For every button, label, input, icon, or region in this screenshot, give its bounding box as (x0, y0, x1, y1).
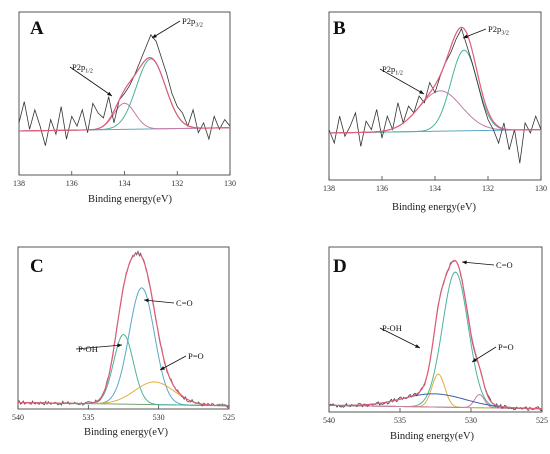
panel-b-annotation-arrow (379, 68, 425, 95)
panel-d-annotation-label: P=O (498, 342, 514, 352)
panel-a: A Binding energy(eV) 138 136 134 132 130 P2p3… (13, 11, 236, 205)
panel-a-annotation-arrow (69, 66, 113, 97)
panel-d-label: D (333, 256, 347, 277)
panel-b-tick-label: 134 (429, 184, 441, 193)
panel-d-annotation-arrow (461, 261, 495, 266)
panel-c-component-2 (17, 333, 230, 407)
panel-d-component-2 (328, 373, 543, 410)
panel-a-fit-envelope (18, 57, 231, 132)
panel-d-tick-label: 535 (394, 416, 406, 425)
panel-b-plot: 138 136 134 132 130 P2p3/2 P2p1/2 (323, 11, 547, 193)
panel-c-annotation-arrow (143, 299, 175, 304)
panel-d-annotation-arrow (471, 346, 497, 363)
panel-b-component-2 (328, 90, 542, 134)
panel-c-tick-label: 540 (12, 413, 24, 422)
panel-c-plot: 540 535 530 525 C=O P-OH P=O (12, 246, 235, 422)
panel-d-annotation-label: C=O (496, 260, 513, 270)
panel-a-tick-label: 134 (119, 179, 131, 188)
panel-c-tick-label: 525 (223, 413, 235, 422)
panel-b-annotation-label: P2p1/2 (382, 64, 403, 77)
panel-a-annotation-label: P2p1/2 (72, 62, 93, 75)
panel-d-annotation-label: P-OH (382, 323, 402, 333)
panel-d-tick-label: 525 (536, 416, 548, 425)
panel-d-raw-data (328, 260, 543, 412)
panel-b: B Binding energy(eV) 138 136 134 132 130 P2p3… (323, 11, 547, 213)
panel-c-annotation-label: C=O (176, 298, 193, 308)
panel-d-component-3 (328, 394, 543, 410)
panel-a-tick-label: 136 (66, 179, 78, 188)
panel-c-component-3 (17, 381, 230, 407)
panel-d: D Binding energy(eV) 540 535 530 525 C=O P-OH… (323, 246, 548, 442)
panel-d-annotation-arrowhead (472, 357, 477, 362)
panel-c-raw-data (17, 250, 230, 409)
panel-c-annotation-arrowhead (144, 298, 149, 303)
panel-d-plot: 540 535 530 525 C=O P-OH P=O (323, 246, 548, 425)
panel-a-tick-label: 138 (13, 179, 25, 188)
panel-c-annotation-arrowhead (160, 366, 165, 370)
panel-d-annotation-arrowhead (415, 344, 420, 348)
panel-d-frame (328, 246, 543, 413)
panel-d-annotation-arrow (379, 327, 421, 349)
panel-c-annotation-arrow (159, 355, 187, 371)
panel-a-xlabel: Binding energy(eV) (88, 194, 173, 205)
panel-a-label: A (30, 18, 44, 39)
panel-c-tick-label: 535 (82, 413, 94, 422)
panel-a-annotation-label: P2p3/2 (182, 16, 203, 29)
panel-d-component-1 (328, 271, 543, 410)
panel-c-xlabel: Binding energy(eV) (84, 427, 169, 438)
panel-c: C Binding energy(eV) 540 535 530 525 C=O P-OH… (12, 246, 235, 438)
panel-c-component-1 (17, 287, 230, 407)
panel-b-tick-label: 132 (482, 184, 494, 193)
panel-a-tick-label: 132 (171, 179, 183, 188)
panel-b-tick-label: 138 (323, 184, 335, 193)
panel-c-frame (17, 246, 230, 410)
panel-c-annotation-arrowhead (117, 343, 122, 348)
panel-d-component-4 (328, 393, 543, 410)
panel-b-xlabel: Binding energy(eV) (392, 202, 477, 213)
panel-c-annotation-label: P-OH (78, 344, 98, 354)
panel-b-frame (328, 11, 542, 181)
panel-d-annotation-arrowhead (462, 260, 467, 265)
panel-c-label: C (30, 256, 44, 277)
panel-b-fit-envelope (328, 26, 542, 134)
panel-b-annotation-arrowhead (419, 90, 424, 94)
panel-d-tick-label: 530 (465, 416, 477, 425)
panel-d-fit-envelope (328, 259, 543, 410)
panel-b-label: B (333, 18, 346, 39)
panel-a-annotation-arrowhead (107, 91, 112, 96)
panel-c-annotation-arrow (75, 344, 123, 350)
panel-a-raw-data (18, 34, 231, 146)
panel-a-annotation-arrow (151, 20, 181, 39)
panel-a-tick-label: 130 (224, 179, 236, 188)
panel-b-raw-data (328, 27, 542, 164)
panel-b-annotation-label: P2p3/2 (488, 24, 509, 37)
panel-c-annotation-label: P=O (188, 351, 204, 361)
panel-d-tick-label: 540 (323, 416, 335, 425)
panel-a-annotation-arrowhead (152, 33, 157, 38)
panel-c-fit-envelope (17, 252, 230, 407)
panel-b-annotation-arrowhead (463, 34, 468, 39)
panel-a-plot: 138 136 134 132 130 P2p3/2 P2p1/2 (13, 11, 236, 188)
panel-b-tick-label: 136 (376, 184, 388, 193)
panel-a-component-2 (18, 102, 231, 132)
panel-d-xlabel: Binding energy(eV) (390, 431, 475, 442)
panel-b-tick-label: 130 (535, 184, 547, 193)
panel-c-tick-label: 530 (153, 413, 165, 422)
